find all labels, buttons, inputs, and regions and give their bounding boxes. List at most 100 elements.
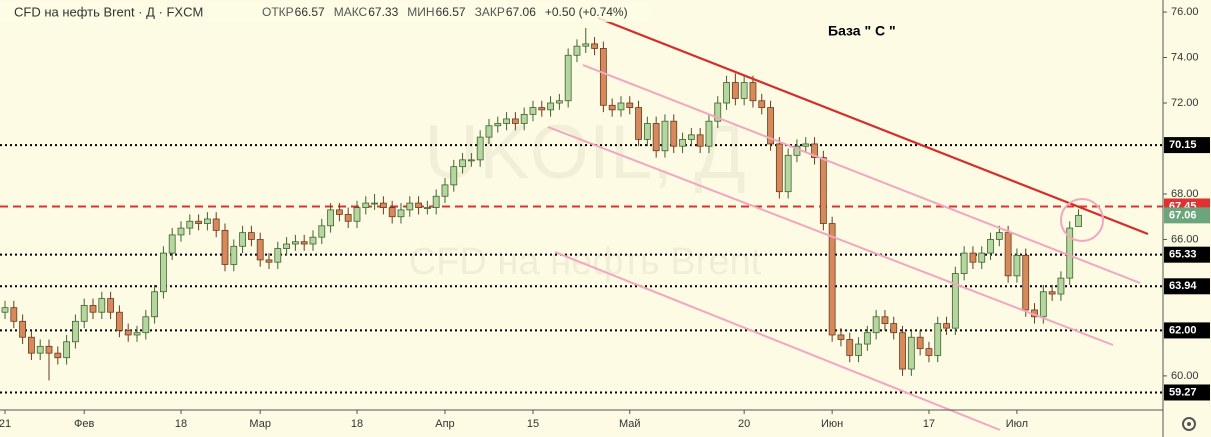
- y-tick-label: 68.00: [1171, 188, 1199, 200]
- candle-body: [406, 202, 414, 211]
- channel-line: [554, 251, 1001, 431]
- trend-line: [597, 16, 1149, 236]
- candle-body: [951, 273, 959, 329]
- candle-body: [54, 352, 62, 359]
- candle-body: [529, 107, 537, 115]
- candle-body: [969, 252, 977, 263]
- candle-body: [142, 316, 150, 334]
- candle-body: [828, 223, 836, 336]
- candle-body: [397, 209, 405, 218]
- watermark: UKOIL, Д: [424, 110, 746, 195]
- channel-line: [582, 64, 1141, 284]
- candle-body: [723, 82, 730, 104]
- candle-body: [511, 118, 519, 124]
- level-label-bg: [1164, 384, 1210, 401]
- stat-value: 66.57: [436, 5, 466, 19]
- candle-body: [555, 100, 563, 104]
- candle-body: [344, 214, 352, 222]
- candle-body: [1013, 254, 1021, 277]
- candle-body: [459, 159, 466, 168]
- candle-body: [476, 136, 484, 161]
- candle-body: [362, 202, 370, 209]
- candle-body: [740, 82, 748, 99]
- candle-body: [45, 345, 53, 354]
- candle-body: [731, 82, 739, 99]
- stat-label: ОТКР: [262, 5, 294, 19]
- candle-body: [617, 102, 625, 111]
- candle-body: [283, 243, 290, 249]
- candle-body: [151, 291, 159, 318]
- candle-body: [934, 323, 942, 356]
- candle-body: [749, 82, 757, 102]
- candle-body: [916, 336, 924, 350]
- candle-body: [212, 218, 220, 231]
- candle-body: [239, 232, 246, 247]
- level-label-bg: [1164, 278, 1210, 295]
- candle-body: [599, 48, 607, 106]
- candle-body: [714, 102, 722, 122]
- settings-icon[interactable]: [1182, 417, 1196, 431]
- candle-body: [256, 239, 264, 261]
- stat-value: 66.57: [295, 5, 325, 19]
- candle-body: [564, 54, 572, 102]
- candle-body: [907, 336, 915, 370]
- candle-body: [863, 332, 871, 345]
- candle-body: [890, 323, 898, 334]
- candle-body: [388, 207, 396, 218]
- candle-body: [415, 202, 422, 209]
- candle-body: [775, 143, 783, 193]
- level-label: 70.15: [1169, 139, 1197, 151]
- candle-body: [247, 232, 255, 240]
- candle-body: [221, 229, 229, 265]
- candle-body: [133, 332, 141, 336]
- candle-body: [661, 120, 669, 152]
- candle-body: [485, 125, 493, 138]
- y-tick-label: 60.00: [1171, 370, 1199, 382]
- candle-body: [432, 195, 440, 209]
- candle-body: [116, 311, 123, 331]
- candle-body: [168, 234, 176, 254]
- level-label: 62.00: [1169, 324, 1197, 336]
- candle-body: [494, 123, 502, 127]
- level-label-bg: [1164, 322, 1210, 339]
- candle-body: [467, 159, 475, 162]
- candle-body: [265, 259, 273, 263]
- x-tick-label: 17: [923, 418, 935, 430]
- candle-body: [318, 225, 326, 238]
- candle-body: [371, 202, 378, 205]
- candle-body: [300, 241, 308, 245]
- x-tick-label: Фев: [74, 418, 94, 430]
- symbol-title: CFD на нефть Brent · Д · FXCM: [14, 4, 203, 19]
- candle-body: [687, 134, 695, 140]
- candle-body: [1004, 232, 1012, 277]
- level-label-bg: [1164, 246, 1210, 263]
- candle-body: [925, 348, 933, 356]
- candle-body: [652, 123, 660, 152]
- level-label: 65.33: [1169, 249, 1197, 261]
- candle-body: [379, 202, 387, 209]
- candle-body: [591, 43, 598, 49]
- y-tick-label: 76.00: [1171, 6, 1199, 18]
- candle-body: [450, 166, 458, 186]
- candle-body: [582, 43, 590, 47]
- candle-body: [28, 336, 35, 354]
- candle-body: [1057, 277, 1065, 295]
- candle-body: [1039, 291, 1047, 318]
- candle-body: [186, 220, 194, 229]
- candle-body: [802, 143, 810, 147]
- candle-body: [1075, 214, 1082, 227]
- candle-body: [872, 316, 880, 334]
- x-tick-label: Май: [619, 418, 641, 430]
- x-tick-label: 18: [351, 418, 363, 430]
- candle-body: [784, 154, 792, 193]
- candle-body: [1066, 227, 1074, 279]
- candle-body: [995, 232, 1003, 240]
- gear[interactable]: [1182, 417, 1196, 431]
- candle-body: [327, 209, 334, 227]
- y-tick-label: 66.00: [1171, 233, 1199, 245]
- x-tick-label: Мар: [249, 418, 271, 430]
- candle-body: [855, 343, 862, 356]
- candle-body: [98, 298, 106, 313]
- candle-body: [19, 320, 27, 338]
